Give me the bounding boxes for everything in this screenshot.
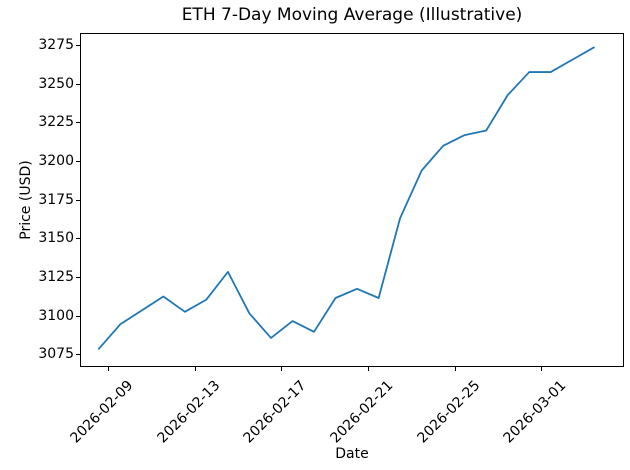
y-tick-label: 3175 [38, 191, 74, 208]
y-tick-label: 3075 [38, 346, 74, 363]
y-tick-label: 3275 [38, 37, 74, 53]
x-tick-mark [281, 367, 283, 371]
y-tick-label: 3125 [38, 269, 74, 285]
y-tick-label: 3200 [38, 153, 74, 169]
x-tick-label: 2026-02-17 [240, 377, 310, 447]
x-axis-label: Date [335, 446, 369, 462]
x-tick-label: 2026-02-13 [154, 377, 224, 447]
y-tick-label: 3250 [38, 75, 74, 92]
y-tick-mark [76, 315, 80, 317]
price-line-series [97, 46, 595, 350]
y-tick-mark [76, 45, 80, 46]
y-tick-mark [76, 83, 80, 85]
x-tick-mark [367, 367, 369, 371]
x-tick-label: 2026-03-01 [500, 377, 570, 447]
x-tick-mark [541, 367, 543, 371]
y-tick-mark [76, 161, 80, 162]
x-tick-label: 2026-02-09 [67, 377, 137, 447]
x-tick-mark [194, 367, 196, 371]
y-tick-mark [76, 277, 80, 278]
x-tick-mark [454, 367, 456, 371]
x-tick-label: 2026-02-25 [414, 377, 483, 447]
plot-area [80, 33, 624, 367]
chart-title: ETH 7-Day Moving Average (Illustrative) [181, 5, 523, 25]
y-tick-mark [76, 238, 80, 240]
y-tick-mark [76, 122, 80, 124]
y-tick-mark [76, 354, 80, 356]
x-tick-mark [108, 367, 110, 371]
y-tick-label: 3150 [38, 230, 74, 247]
y-tick-label: 3225 [38, 114, 74, 131]
y-tick-mark [76, 199, 80, 201]
line-chart-canvas [97, 46, 595, 350]
x-tick-label: 2026-02-21 [327, 377, 397, 447]
y-tick-label: 3100 [38, 307, 74, 324]
